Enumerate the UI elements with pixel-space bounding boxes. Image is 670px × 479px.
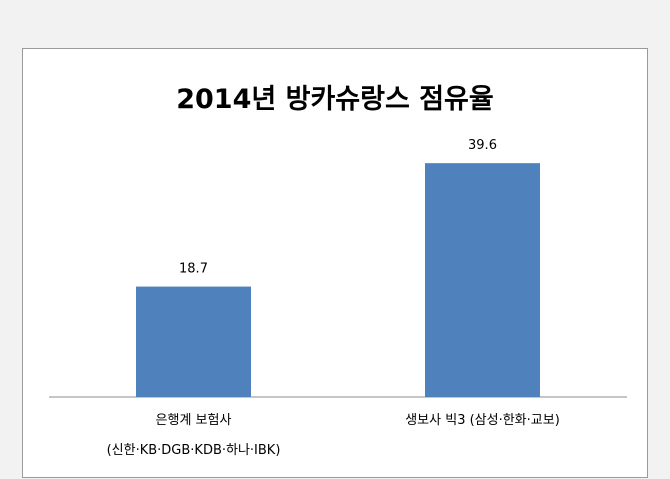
chart-frame: 2014년 방카슈랑스 점유율 18.7 은행계 보험사 (신한·KB·DGB·KD… [22,48,648,478]
bar-1 [425,163,540,397]
bar-chart-plot: 18.7 은행계 보험사 (신한·KB·DGB·KDB·하나·IBK) 39.6 생보사… [49,138,627,458]
category-label-0-1: (신한·KB·DGB·KDB·하나·IBK) [107,443,281,458]
data-label-1: 39.6 [468,138,497,153]
category-label-0-0: 은행계 보험사 [156,412,232,428]
chart-title: 2014년 방카슈랑스 점유율 [176,84,494,115]
data-label-0: 18.7 [179,262,208,277]
category-label-1-0: 생보사 빅3 (삼성·한화·교보) [405,413,560,428]
bar-0 [136,286,251,397]
